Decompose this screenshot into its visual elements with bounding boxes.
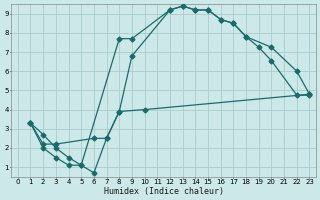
X-axis label: Humidex (Indice chaleur): Humidex (Indice chaleur) — [104, 187, 224, 196]
